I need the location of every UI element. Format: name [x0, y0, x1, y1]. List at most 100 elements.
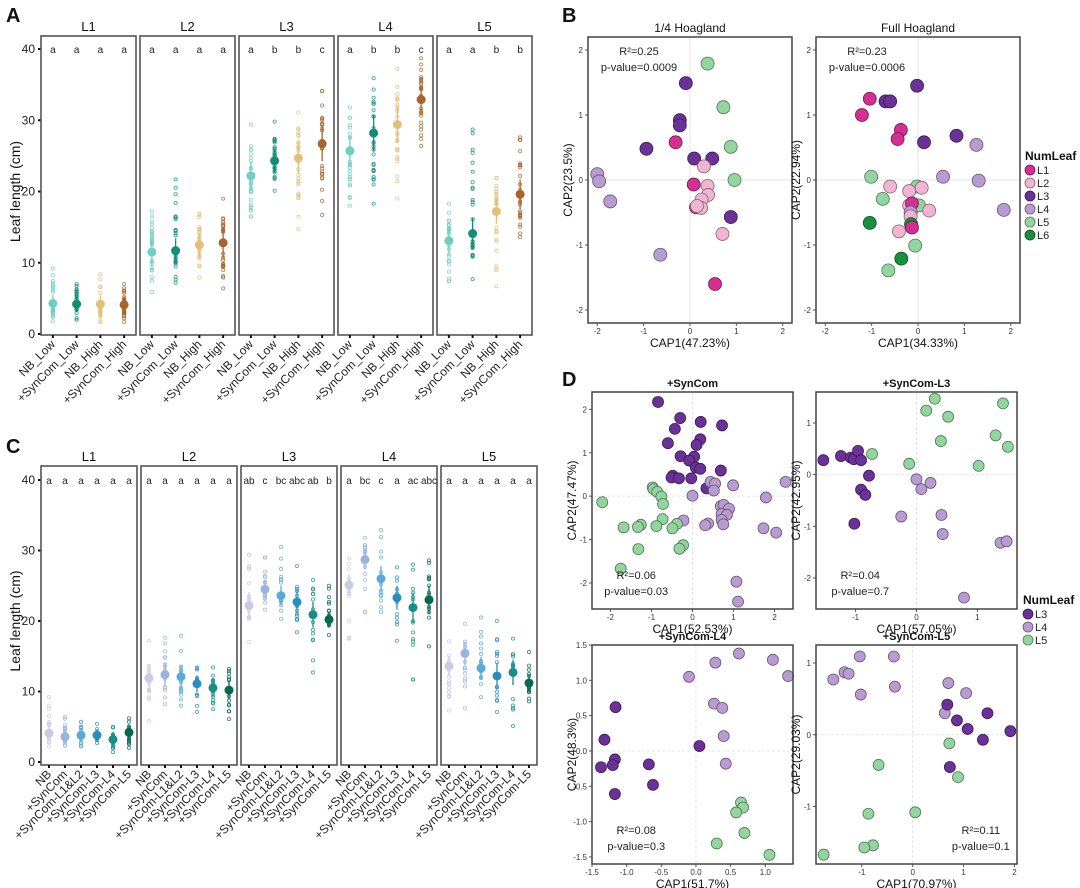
- data-point: [347, 105, 352, 110]
- data-point: [362, 571, 368, 577]
- data-point: [326, 586, 332, 591]
- data-point-l2: [690, 199, 704, 213]
- data-point: [50, 288, 55, 293]
- data-point: [419, 124, 424, 129]
- data-point: [173, 185, 178, 190]
- data-point: [518, 222, 523, 227]
- data-point: [173, 264, 178, 269]
- mean-point: [360, 555, 370, 565]
- p-value-label: p-value=0.7: [831, 586, 889, 598]
- data-point: [320, 198, 325, 203]
- mean-point: [276, 591, 286, 601]
- data-point: [410, 677, 416, 682]
- significance-letter: a: [394, 476, 400, 487]
- data-point-l1: [855, 108, 869, 122]
- mean-point: [224, 685, 234, 695]
- data-point: [470, 186, 475, 191]
- data-point-l3: [917, 135, 931, 150]
- data-point: [494, 284, 499, 289]
- facet-l3: L3abNBc+SynCombc+SynCom-L1&L2abc+SynCom-…: [211, 449, 338, 842]
- mean-point: [292, 597, 302, 607]
- data-point: [462, 671, 468, 676]
- r-squared-label: R²=0.04: [840, 570, 879, 582]
- data-point: [518, 163, 523, 168]
- data-point: [272, 177, 277, 182]
- data-point-l3: [1004, 725, 1017, 738]
- data-point: [262, 555, 268, 560]
- data-point: [446, 639, 452, 644]
- data-point: [518, 212, 523, 217]
- data-point: [278, 544, 284, 550]
- data-point: [173, 277, 178, 282]
- facet-frame: [240, 465, 338, 766]
- data-point: [320, 169, 325, 174]
- data-point-l5: [1001, 440, 1014, 453]
- data-point-l3: [595, 761, 607, 774]
- data-point-l1: [686, 177, 701, 192]
- data-point: [310, 631, 316, 636]
- y-tick-label: 20: [22, 614, 36, 628]
- data-point: [419, 120, 424, 125]
- data-point: [173, 215, 178, 220]
- data-point-l5: [632, 543, 645, 556]
- data-point: [494, 176, 499, 181]
- data-point: [446, 686, 452, 691]
- data-point: [296, 126, 301, 131]
- facet-title: L3: [282, 449, 296, 464]
- x-tick-label: 2: [781, 327, 786, 336]
- data-point-l3: [668, 422, 681, 435]
- data-point: [426, 615, 432, 620]
- data-point: [378, 534, 384, 540]
- y-tick-label: 0.5: [576, 712, 588, 721]
- plot-title: +SynCom-L5: [883, 631, 951, 643]
- data-point: [221, 286, 226, 291]
- data-point: [74, 317, 79, 322]
- data-point-l3: [723, 210, 738, 224]
- data-point-l4: [958, 591, 970, 604]
- mean-point: [48, 298, 58, 308]
- mean-point: [176, 672, 186, 682]
- y-axis-title: CAP2(29.03%): [789, 714, 803, 794]
- data-point: [74, 283, 79, 288]
- data-point-l4: [719, 757, 732, 770]
- data-point: [518, 149, 523, 154]
- legend-label: L5: [1035, 635, 1047, 647]
- data-point: [395, 156, 400, 161]
- data-point: [296, 193, 301, 198]
- data-point: [126, 745, 132, 750]
- legend-label: L3: [1037, 191, 1049, 203]
- data-point: [272, 145, 277, 150]
- data-point: [446, 254, 451, 259]
- data-point: [426, 574, 432, 579]
- mean-point: [508, 667, 518, 677]
- data-point-l3: [639, 141, 654, 156]
- data-point: [478, 646, 484, 651]
- data-point: [310, 586, 316, 591]
- data-point: [478, 682, 484, 687]
- data-point-l6: [894, 251, 909, 266]
- data-point: [149, 231, 154, 236]
- mean-point: [260, 584, 270, 594]
- y-tick-label: 2: [583, 405, 588, 414]
- data-point: [98, 315, 103, 320]
- data-point: [510, 636, 516, 641]
- data-point: [210, 701, 216, 706]
- data-point: [278, 566, 284, 572]
- y-tick-label: 1: [579, 111, 584, 120]
- legend-label: L4: [1035, 622, 1047, 634]
- data-point-l3: [883, 94, 898, 109]
- data-point-l4: [707, 484, 720, 497]
- data-point-l4: [716, 701, 729, 714]
- data-point: [426, 558, 432, 563]
- facet-title: L1: [81, 19, 95, 34]
- data-point-l1: [708, 277, 722, 291]
- data-point-l4: [732, 595, 744, 608]
- plot-title: +SynCom-L3: [883, 378, 951, 390]
- legend-label: L2: [1037, 178, 1049, 190]
- cap-plot: Full Hoagland -2 -1 0 1 2 -2 -1 0 1 2 CAP1(34.33%) C…: [789, 21, 1021, 350]
- data-point: [446, 210, 451, 215]
- data-point: [347, 168, 352, 173]
- data-point-l4: [969, 137, 984, 152]
- x-tick-label: -1: [648, 613, 656, 622]
